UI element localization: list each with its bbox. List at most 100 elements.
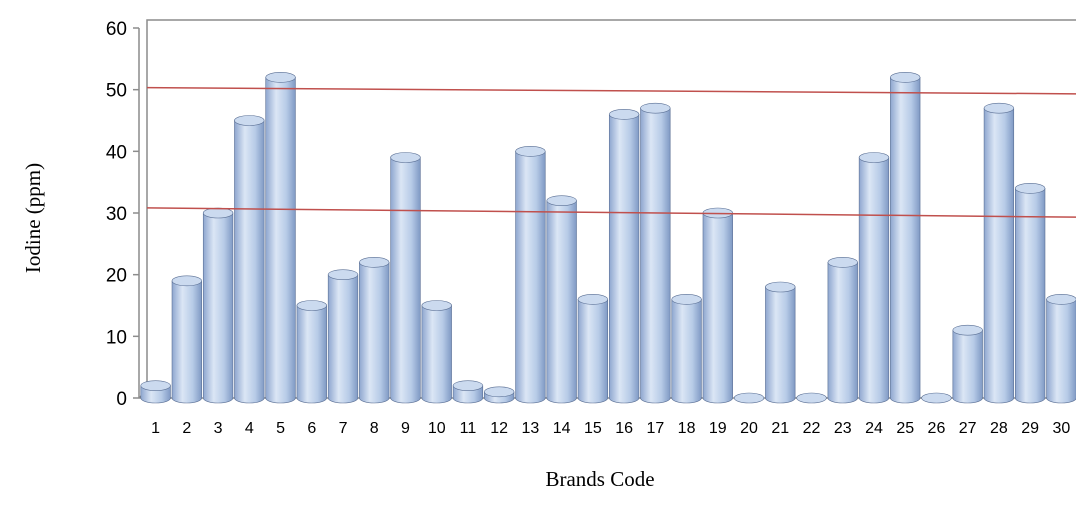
reference-line: [146, 86, 1076, 95]
bar-cap: [515, 146, 546, 157]
bar: [359, 257, 390, 404]
bar-body: [1046, 299, 1076, 404]
bar: [952, 324, 983, 404]
y-tick-label: 0: [116, 389, 127, 410]
bar-body: [234, 120, 265, 404]
bar-cap: [171, 275, 202, 287]
x-tick-label: 21: [771, 420, 789, 437]
x-tick-label: 6: [307, 420, 316, 437]
y-tick-label: 30: [106, 204, 127, 225]
x-tick-label: 7: [339, 420, 348, 437]
bar-body: [858, 157, 890, 404]
bar-cap: [390, 152, 421, 163]
x-tick-label: 15: [584, 420, 602, 437]
x-tick-label: 18: [678, 420, 696, 437]
x-tick-label: 26: [928, 420, 946, 437]
bar-body: [265, 77, 296, 404]
bar-body: [765, 286, 796, 404]
bar-cap: [234, 115, 265, 126]
bar-cap: [952, 324, 983, 336]
bar: [390, 152, 421, 404]
bar: [202, 207, 234, 404]
bar: [327, 269, 359, 404]
bar-body: [1015, 188, 1046, 404]
bar-body: [421, 305, 452, 404]
bar: [171, 275, 202, 404]
bar: [1015, 183, 1046, 404]
bar-cap: [202, 207, 234, 219]
bar-cap: [1046, 294, 1076, 305]
bar-cap: [765, 281, 796, 293]
bar-cap: [484, 386, 515, 398]
bar-body: [702, 212, 733, 404]
bar-body: [515, 151, 546, 404]
bar: [515, 146, 546, 404]
bar: [796, 392, 827, 404]
bar-cap: [452, 380, 484, 391]
bar: [827, 257, 858, 404]
bar-body: [390, 157, 421, 404]
x-tick-label: 20: [740, 420, 758, 437]
x-tick-label: 29: [1021, 420, 1039, 437]
bar: [234, 115, 265, 404]
bar-body: [890, 77, 921, 404]
x-tick-label: 5: [276, 420, 285, 437]
bar-body: [327, 274, 359, 404]
x-tick-label: 27: [959, 420, 977, 437]
bar-cap: [733, 392, 765, 404]
x-tick-label: 25: [896, 420, 914, 437]
bar-cap: [296, 300, 327, 311]
bar: [671, 294, 702, 404]
x-tick-label: 12: [490, 420, 508, 437]
bar: [765, 281, 796, 404]
x-tick-label: 10: [428, 420, 446, 437]
bar: [858, 152, 890, 404]
x-tick-label: 8: [370, 420, 379, 437]
bar-body: [983, 107, 1015, 404]
bar-body: [359, 262, 390, 404]
bar: [983, 102, 1015, 404]
x-tick-label: 3: [214, 420, 223, 437]
bar-cap: [1015, 183, 1046, 194]
bar: [702, 207, 733, 404]
x-tick-label: 14: [553, 420, 571, 437]
bar-cap: [796, 392, 827, 404]
bar: [640, 102, 671, 404]
chart-bars: [140, 72, 1076, 404]
bar: [484, 386, 515, 404]
x-tick-label: 28: [990, 420, 1008, 437]
bar-body: [296, 305, 327, 404]
x-tick-label: 22: [803, 420, 821, 437]
bar-body: [202, 212, 234, 404]
x-tick-label: 23: [834, 420, 852, 437]
bar-cap: [327, 269, 359, 280]
bar-cap: [359, 257, 390, 268]
bar-body: [577, 299, 609, 404]
bar: [577, 294, 609, 404]
bar: [265, 72, 296, 404]
bar: [890, 72, 921, 404]
y-axis-title: Iodine (ppm): [21, 163, 45, 273]
x-tick-label: 17: [646, 420, 664, 437]
y-tick-label: 20: [106, 266, 127, 287]
bar-cap: [140, 380, 171, 391]
bar: [921, 392, 952, 404]
x-tick-label: 4: [245, 420, 254, 437]
x-tick-label: 11: [460, 420, 477, 437]
bar: [140, 380, 171, 404]
bar-cap: [671, 294, 702, 305]
bar-cap: [577, 294, 609, 305]
bar: [452, 380, 484, 404]
bar-body: [608, 114, 640, 404]
x-tick-label: 24: [865, 420, 883, 437]
bar-cap: [890, 72, 921, 83]
bar-cap: [640, 102, 671, 114]
bar-cap: [921, 392, 952, 404]
x-tick-label: 30: [1052, 420, 1070, 437]
bar: [546, 195, 577, 404]
bar-cap: [858, 152, 890, 163]
y-tick-label: 10: [106, 327, 127, 348]
x-tick-label: 1: [151, 420, 160, 437]
x-axis-title: Brands Code: [545, 467, 654, 491]
bar-cap: [421, 300, 452, 311]
